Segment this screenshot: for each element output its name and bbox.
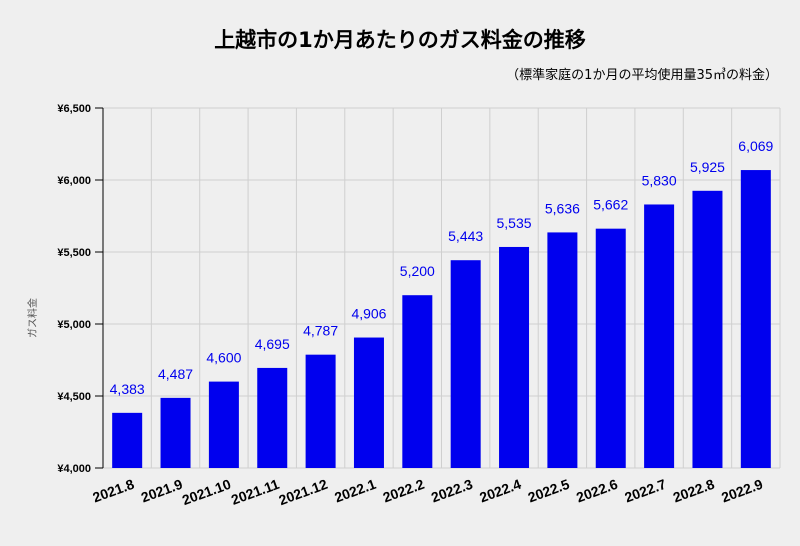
data-label: 4,906 bbox=[351, 306, 386, 322]
x-tick-label: 2022.6 bbox=[574, 476, 620, 506]
bar bbox=[353, 337, 384, 468]
bar bbox=[644, 204, 675, 469]
bar bbox=[450, 260, 481, 468]
data-label: 4,695 bbox=[255, 336, 290, 352]
data-label: 5,925 bbox=[690, 159, 725, 175]
y-tick-label: ¥6,500 bbox=[57, 103, 91, 115]
data-label: 4,487 bbox=[158, 366, 193, 382]
y-tick-label: ¥5,000 bbox=[57, 319, 91, 331]
y-tick-label: ¥4,500 bbox=[57, 391, 91, 403]
x-tick-label: 2022.5 bbox=[526, 476, 572, 506]
bar bbox=[257, 367, 288, 468]
x-tick-label: 2022.1 bbox=[332, 476, 378, 506]
x-tick-label: 2021.11 bbox=[229, 476, 282, 508]
gridlines bbox=[102, 107, 781, 469]
y-tick-label: ¥5,500 bbox=[57, 247, 91, 259]
x-tick-label: 2022.3 bbox=[429, 476, 475, 506]
y-tick-label: ¥4,000 bbox=[57, 463, 91, 475]
data-label: 5,535 bbox=[497, 215, 532, 231]
data-label: 4,383 bbox=[110, 381, 145, 397]
x-tick-label: 2022.8 bbox=[671, 476, 717, 506]
x-tick-label: 2021.9 bbox=[139, 476, 185, 506]
chart-title: 上越市の1か月あたりのガス料金の推移 bbox=[214, 28, 586, 52]
y-axis-label: ガス料金 bbox=[26, 298, 39, 338]
bars bbox=[112, 170, 771, 469]
x-tick-label: 2021.12 bbox=[277, 476, 330, 508]
axes bbox=[95, 107, 104, 469]
bar bbox=[692, 190, 723, 469]
bar bbox=[499, 246, 530, 468]
bar bbox=[305, 354, 336, 468]
data-label: 6,069 bbox=[738, 138, 773, 154]
bar bbox=[595, 228, 626, 468]
x-tick-label: 2021.10 bbox=[180, 476, 233, 508]
y-tick-label: ¥6,000 bbox=[57, 175, 91, 187]
data-label: 5,200 bbox=[400, 263, 435, 279]
x-tick-label: 2021.8 bbox=[90, 476, 136, 506]
data-label: 5,830 bbox=[642, 172, 677, 188]
bar bbox=[208, 381, 239, 468]
data-label: 4,600 bbox=[206, 350, 241, 366]
x-tick-label: 2022.9 bbox=[719, 476, 765, 506]
chart-subtitle: （標準家庭の1か月の平均使用量35㎥の料金） bbox=[506, 68, 778, 83]
data-label: 5,662 bbox=[593, 197, 628, 213]
bar bbox=[402, 295, 433, 468]
x-tick-label: 2022.4 bbox=[477, 476, 523, 506]
data-label: 5,443 bbox=[448, 228, 483, 244]
bar bbox=[547, 232, 578, 468]
bar bbox=[740, 170, 771, 468]
data-label: 4,787 bbox=[303, 323, 338, 339]
data-label: 5,636 bbox=[545, 200, 580, 216]
bar bbox=[112, 412, 143, 468]
bar bbox=[160, 397, 191, 468]
x-tick-label: 2022.2 bbox=[381, 476, 427, 506]
x-tick-label: 2022.7 bbox=[622, 476, 668, 506]
